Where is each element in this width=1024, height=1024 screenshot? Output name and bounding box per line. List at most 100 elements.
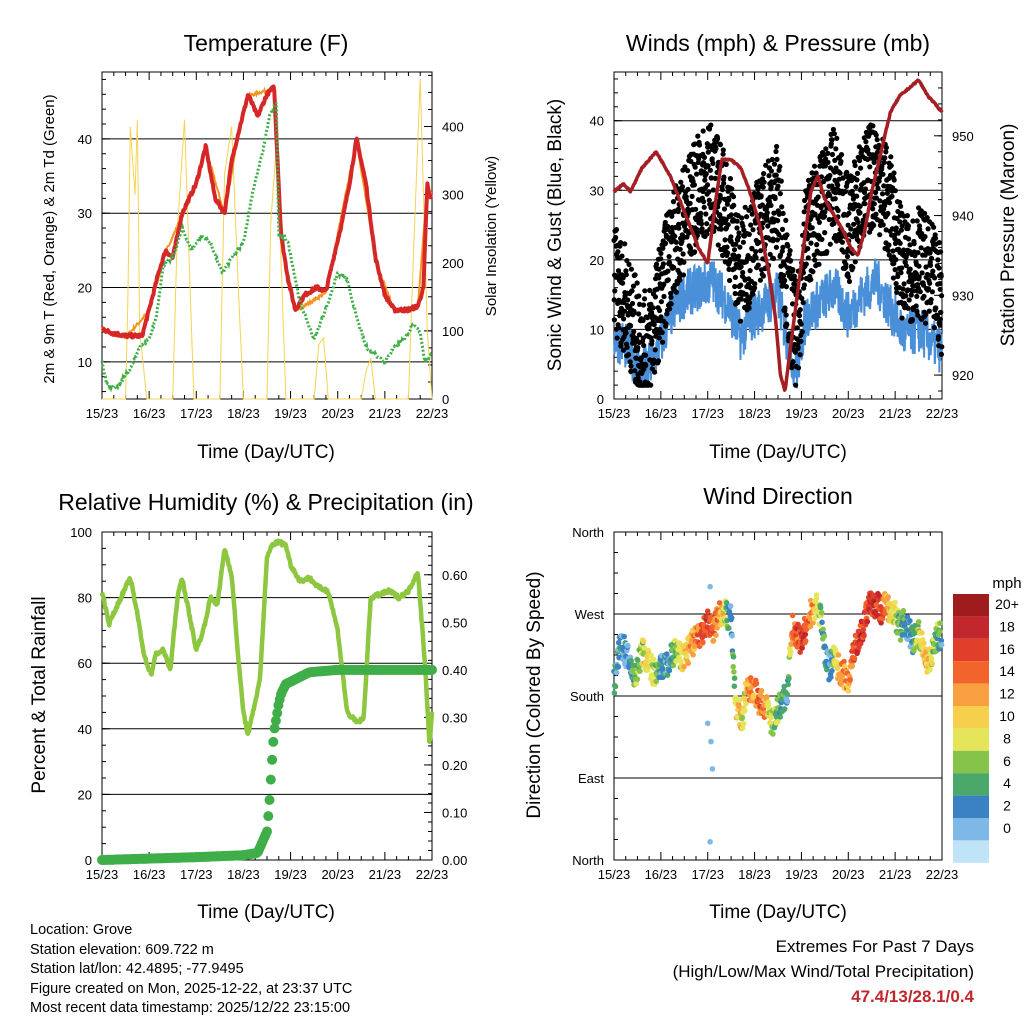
y-tick-label: West	[575, 607, 605, 622]
temperature-title: Temperature (F)	[184, 30, 349, 56]
gust-point	[742, 204, 748, 210]
figure-created: Figure created on Mon, 2025-12-22, at 23…	[30, 980, 353, 997]
gust-point	[611, 317, 618, 323]
gust-point	[927, 262, 934, 268]
gust-point	[899, 315, 905, 321]
gust-point	[793, 382, 799, 388]
direction-point	[937, 620, 943, 626]
y-tick-label: 30	[78, 206, 92, 221]
y-right-tick-label: 400	[442, 120, 464, 135]
extremes-title: Extremes For Past 7 Days	[775, 937, 974, 956]
gust-point	[925, 226, 931, 232]
x-tick-label: 19/23	[785, 406, 818, 421]
y-right-tick-label: 0.00	[442, 853, 467, 868]
gust-point	[859, 147, 865, 153]
gust-point	[613, 227, 620, 233]
gust-point	[629, 300, 636, 307]
direction-point	[621, 633, 627, 640]
gust-point	[723, 217, 729, 223]
gust-point	[622, 241, 628, 247]
station-latlon: Station lat/lon: 42.4895; -77.9495	[30, 961, 244, 977]
direction-point	[710, 623, 716, 630]
gust-point	[665, 277, 671, 283]
x-tick-label: 18/23	[227, 867, 260, 882]
gust-point	[888, 163, 894, 169]
gust-point	[850, 265, 856, 271]
gust-point	[846, 210, 852, 216]
x-tick-label: 22/23	[416, 406, 449, 421]
gust-point	[918, 245, 924, 251]
gust-point	[736, 253, 742, 259]
gust-point	[773, 244, 780, 250]
gust-point	[679, 238, 685, 244]
direction-point	[900, 607, 907, 614]
rainfall-point	[262, 826, 272, 837]
gust-point	[652, 369, 658, 375]
gust-point	[930, 268, 936, 274]
direction-point	[847, 677, 853, 683]
gust-point	[641, 296, 648, 302]
direction-point	[799, 645, 805, 651]
direction-point	[625, 642, 631, 649]
gust-point	[854, 170, 861, 176]
gust-point	[812, 211, 818, 217]
gust-point	[707, 143, 713, 149]
gust-point	[925, 286, 932, 292]
gust-point	[648, 382, 654, 388]
gust-point	[840, 175, 846, 181]
direction-point	[714, 625, 720, 631]
direction-point	[921, 640, 927, 646]
gust-point	[744, 214, 750, 220]
x-tick-label: 16/23	[645, 406, 678, 421]
direction-point	[645, 667, 651, 673]
x-tick-label: 19/23	[274, 406, 307, 421]
gust-point	[719, 187, 726, 193]
gust-point	[720, 252, 726, 258]
colorbar-swatch	[953, 683, 989, 706]
y-right-tick-label: 0.40	[442, 663, 467, 678]
x-tick-label: 17/23	[180, 867, 213, 882]
direction-point	[864, 618, 871, 625]
gust-points	[611, 122, 945, 388]
y-tick-label: 80	[78, 591, 92, 606]
gust-point	[926, 308, 932, 314]
gust-point	[891, 260, 897, 267]
direction-point	[919, 630, 925, 636]
gust-point	[676, 221, 682, 227]
direction-point	[640, 638, 647, 645]
direction-point	[829, 668, 835, 674]
gust-point	[873, 189, 879, 196]
gust-point	[931, 224, 937, 230]
gust-point	[720, 147, 726, 153]
gust-point	[740, 269, 746, 276]
direction-point	[938, 642, 945, 648]
gust-point	[857, 203, 863, 209]
gust-point	[899, 265, 905, 271]
gust-point	[704, 182, 711, 188]
direction-point	[937, 629, 943, 635]
gust-point	[670, 199, 677, 205]
gust-point	[777, 164, 783, 170]
gust-point	[706, 126, 713, 132]
gust-point	[770, 236, 776, 242]
gust-point	[652, 294, 659, 300]
gust-point	[634, 280, 640, 286]
gust-point	[768, 184, 774, 190]
x-tick-label: 20/23	[832, 867, 865, 882]
gust-point	[784, 232, 790, 238]
colorbar-label: 6	[1003, 753, 1011, 769]
direction-point	[828, 674, 834, 680]
gust-point	[735, 234, 742, 240]
gust-point	[677, 246, 683, 252]
gust-point	[906, 236, 912, 242]
direction-point	[795, 621, 801, 628]
x-tick-label: 21/23	[369, 406, 402, 421]
gust-point	[790, 359, 796, 365]
x-tick-label: 21/23	[369, 867, 402, 882]
gust-point	[860, 217, 866, 223]
direction-point	[849, 663, 856, 669]
gust-point	[626, 261, 632, 267]
gust-point	[654, 286, 660, 292]
gust-point	[792, 277, 798, 283]
gust-point	[700, 128, 706, 134]
